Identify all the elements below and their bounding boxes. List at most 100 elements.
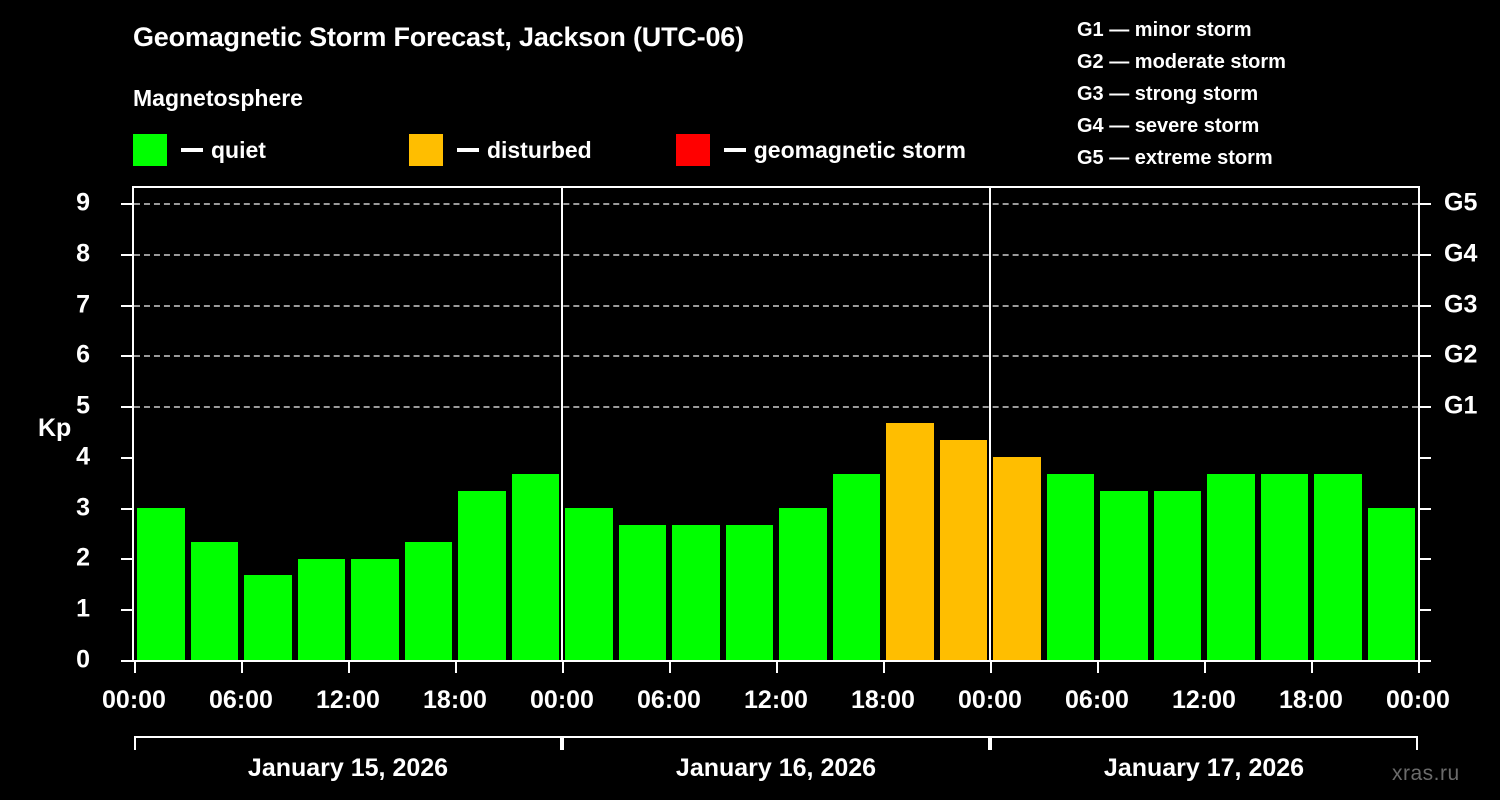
activity-legend: quiet disturbed geomagnetic storm [133,133,966,167]
kp-bar [672,524,720,660]
x-axis-tick-label: 00:00 [102,686,166,714]
y-axis-tick-label: 4 [76,442,90,471]
x-axis-tick-mark [1311,662,1313,673]
y-axis-tick-mark [121,203,132,206]
gridline [134,304,1418,307]
x-axis-tick-mark [134,662,136,673]
g-axis-tick-label: G5 [1444,188,1478,217]
g-axis-minor-tick-mark [1420,558,1431,561]
legend-swatch-geomagnetic-storm [675,134,710,166]
kp-bar [725,524,773,660]
x-axis-tick-mark [455,662,457,673]
g-legend-row-4: G4 — severe storm [1077,115,1260,137]
g-legend-row-3: G3 — strong storm [1077,83,1259,105]
kp-bar [297,558,345,660]
g-axis-tick-mark [1420,253,1431,256]
g-axis-minor-tick-mark [1420,456,1431,459]
y-axis-title: Kp [38,414,72,442]
kp-bar [1100,491,1148,660]
y-axis-tick-label: 5 [76,391,90,420]
x-axis-tick-label: 18:00 [423,686,487,714]
day-separator [989,188,991,660]
legend-dash-icon [456,148,479,152]
y-axis-tick-label: 7 [76,290,90,319]
y-axis-tick-mark [121,456,132,459]
g-axis-minor-tick-mark [1420,507,1431,510]
chart-subtitle: Magnetosphere [133,85,303,111]
kp-bar [1153,491,1201,660]
plot-inner [134,188,1418,660]
x-axis-tick-mark [562,662,564,673]
kp-bar [779,507,827,660]
g-axis-tick-mark [1420,406,1431,409]
kp-bar [244,575,292,660]
y-axis-tick-label: 2 [76,543,90,572]
legend-dash-icon [181,148,203,152]
kp-bar [832,473,880,660]
x-axis-tick-mark [776,662,778,673]
legend-label-disturbed: disturbed [486,136,592,163]
kp-bar [351,558,399,660]
kp-bar [1314,473,1362,660]
y-axis-tick-label: 3 [76,493,90,522]
y-axis-tick-mark [121,507,132,510]
kp-bar [1046,473,1094,660]
day-separator [561,188,563,660]
kp-bar [618,524,666,660]
x-axis-tick-mark [348,662,350,673]
x-axis-tick-label: 12:00 [1172,686,1236,714]
x-axis-tick-label: 00:00 [530,686,594,714]
g-axis-tick-label: G1 [1444,391,1478,420]
x-axis-tick-label: 18:00 [851,686,915,714]
legend-swatch-disturbed [408,134,443,166]
kp-bar [1260,473,1308,660]
y-axis-tick-mark [121,660,132,662]
x-axis-tick-label: 00:00 [958,686,1022,714]
chart-plot-area [132,186,1420,662]
g-scale-legend: G1 — minor storm G2 — moderate storm G3 — … [1077,14,1286,174]
day-bracket [562,736,990,750]
day-label: January 16, 2026 [675,754,877,782]
kp-bar [404,541,452,660]
kp-bar [565,507,613,660]
x-axis-tick-label: 06:00 [209,686,273,714]
legend-entry-disturbed: disturbed [408,133,592,167]
gridline [134,406,1418,409]
x-axis-tick-label: 06:00 [1065,686,1129,714]
watermark: xras.ru [1392,762,1460,785]
kp-bar [511,473,559,660]
y-axis-tick-mark [121,609,132,612]
g-axis-tick-label: G2 [1444,340,1478,369]
g-axis-minor-tick-mark [1420,609,1431,612]
g-axis-tick-mark [1420,355,1431,358]
kp-bar [458,491,506,660]
x-axis-tick-label: 06:00 [637,686,701,714]
g-axis-tick-mark [1420,304,1431,307]
x-axis-tick-label: 12:00 [316,686,380,714]
y-axis-tick-label: 1 [76,594,90,623]
page-title: Geomagnetic Storm Forecast, Jackson (UTC… [133,22,744,52]
y-axis-tick-mark [121,406,132,409]
kp-bar [137,507,185,660]
gridline [134,203,1418,206]
y-axis-tick-label: 9 [76,188,90,217]
g-axis-tick-label: G3 [1444,290,1478,319]
day-bracket [134,736,562,750]
x-axis-tick-mark [1097,662,1099,673]
x-axis-tick-mark [990,662,992,673]
kp-bar [939,440,987,660]
x-axis-tick-mark [669,662,671,673]
g-legend-row-5: G5 — extreme storm [1077,147,1273,169]
y-axis-tick-mark [121,558,132,561]
kp-bar [886,423,934,660]
legend-entry-quiet: quiet [133,133,266,167]
g-legend-row-1: G1 — minor storm [1077,19,1252,41]
y-axis-tick-label: 8 [76,239,90,268]
kp-bar [1207,473,1255,660]
legend-entry-geomagnetic-storm: geomagnetic storm [675,133,966,167]
legend-swatch-quiet [133,134,167,166]
x-axis-tick-label: 00:00 [1386,686,1450,714]
x-axis-tick-label: 18:00 [1279,686,1343,714]
day-label: January 17, 2026 [1103,754,1305,782]
gridline [134,355,1418,358]
